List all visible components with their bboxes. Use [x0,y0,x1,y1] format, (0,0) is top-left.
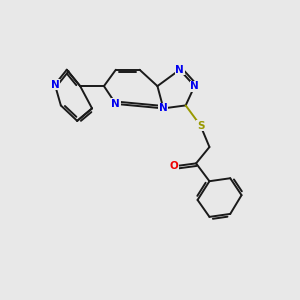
Text: N: N [175,65,184,75]
Text: O: O [169,161,178,171]
Text: N: N [190,81,199,91]
Text: N: N [159,103,168,113]
Text: N: N [111,99,120,109]
Text: S: S [197,121,204,130]
Text: N: N [50,80,59,90]
